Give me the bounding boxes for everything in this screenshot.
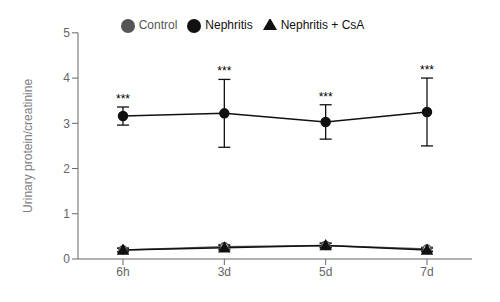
svg-text:5: 5: [63, 26, 70, 40]
svg-text:6h: 6h: [116, 265, 129, 279]
svg-text:4: 4: [63, 71, 70, 85]
svg-text:0: 0: [63, 252, 70, 266]
svg-text:***: ***: [319, 90, 333, 104]
svg-text:3: 3: [63, 117, 70, 131]
html-text:Nephritis + CsA: Nephritis + CsA: [280, 18, 365, 32]
svg-text:5d: 5d: [319, 265, 332, 279]
svg-text:2: 2: [63, 162, 70, 176]
svg-text:***: ***: [420, 63, 434, 77]
svg-text:Urinary protein/creatinine: Urinary protein/creatinine: [21, 79, 35, 213]
svg-text:***: ***: [116, 92, 130, 106]
html-text:Control: Control: [138, 18, 178, 32]
svg-text:3d: 3d: [218, 265, 231, 279]
svg-text:***: ***: [217, 64, 231, 78]
svg-text:1: 1: [63, 207, 70, 221]
html-text:Nephritis: Nephritis: [205, 18, 253, 32]
svg-text:7d: 7d: [420, 265, 433, 279]
